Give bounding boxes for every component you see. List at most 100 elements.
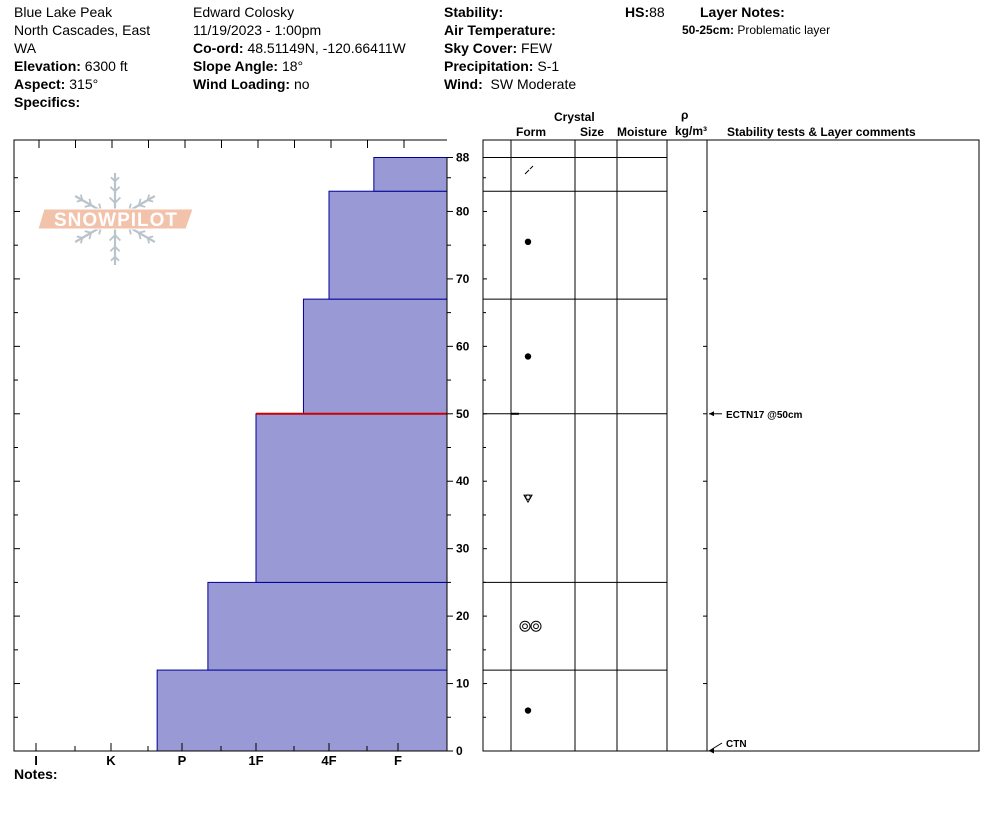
hardness-bar-0-12 <box>156 669 448 752</box>
elevation-row: Elevation: 6300 ft <box>14 57 128 75</box>
y-tick-label-30: 30 <box>456 542 470 556</box>
logo-flake-branch <box>88 198 92 206</box>
logo-flake-branch <box>79 237 84 244</box>
coord-label: Co-ord: <box>193 40 244 56</box>
hardness-bar-25-50 <box>255 413 448 583</box>
chart-marks: I K P 1F 4F F 0 10 20 30 40 50 60 70 80 88 ECTN17 @50cm C… <box>34 151 802 769</box>
logo-flake-branch <box>108 234 116 242</box>
hardness-bar-67-83 <box>328 190 448 300</box>
grain-melt-icon <box>519 620 531 632</box>
slope-label: Slope Angle: <box>193 58 279 74</box>
logo-flake-branch <box>114 256 120 262</box>
size-header: Size <box>580 125 605 139</box>
y-tick-label-20: 20 <box>456 609 470 623</box>
layer-note-text: Problematic layer <box>737 23 831 37</box>
stability-label: Stability: <box>444 4 504 20</box>
logo-flake-branch <box>76 199 83 203</box>
logo-flake-branch <box>146 237 151 244</box>
stability-test-label: ECTN17 @50cm <box>726 410 803 421</box>
coord-row: Co-ord: 48.51149N, -120.66411W <box>193 39 406 57</box>
logo-flake-branch <box>110 256 116 262</box>
logo-flake-branch <box>114 234 122 242</box>
hardness-frame <box>13 139 447 752</box>
x-tick-label-F: F <box>394 753 402 768</box>
logo-flake-branch <box>138 230 146 234</box>
y-tick-label-50: 50 <box>456 407 470 421</box>
wind-value: SW Moderate <box>490 76 577 92</box>
stability-test-label: CTN <box>726 739 747 750</box>
hs-label: HS: <box>625 4 650 20</box>
y-tick-label-60: 60 <box>456 339 470 353</box>
elevation-label: Elevation: <box>14 58 81 74</box>
grain-faceted-icon <box>523 494 533 504</box>
logo-flake-branch <box>109 245 116 252</box>
air-temp-label: Air Temperature: <box>444 22 556 38</box>
hardness-bar-12-25 <box>207 581 448 671</box>
hs-value: 88 <box>649 4 665 20</box>
x-tick-label-1F: 1F <box>248 753 263 768</box>
sky-row: Sky Cover: FEW <box>444 39 552 57</box>
slope-value: 18° <box>281 58 304 74</box>
logo-flake-branch <box>138 198 142 206</box>
grain-rounded-icon <box>524 353 532 360</box>
notes-label: Notes: <box>14 766 58 782</box>
form-header: Form <box>516 125 546 139</box>
rho-header: ρ <box>681 108 689 122</box>
logo-flake-branch <box>84 230 92 234</box>
hardness-bar-83-88 <box>373 157 448 192</box>
sky-label: Sky Cover: <box>444 40 518 56</box>
aspect-label: Aspect: <box>14 76 66 92</box>
y-tick-label-10: 10 <box>456 677 470 691</box>
hardness-bar-50-67 <box>302 298 448 415</box>
y-tick-label-40: 40 <box>456 474 470 488</box>
crystal-header: Crystal <box>554 110 595 124</box>
wind-loading-row: Wind Loading: no <box>193 75 310 93</box>
y-tick-label-0: 0 <box>456 744 463 758</box>
precip-value: S-1 <box>537 58 560 74</box>
logo-flake-branch <box>110 176 116 182</box>
grain-decomposing-icon <box>529 165 534 170</box>
grain-decomposing-icon <box>524 169 530 175</box>
coord-value: 48.51149N, -120.66411W <box>247 40 406 56</box>
logo-flake-branch <box>84 204 92 208</box>
wind-row: Wind: SW Moderate <box>444 75 576 93</box>
logo-flake-branch <box>114 176 120 182</box>
logo-flake-branch <box>147 235 154 239</box>
density-unit-header: kg/m³ <box>675 124 708 138</box>
y-tick-label-80: 80 <box>456 204 470 218</box>
elevation-value: 6300 ft <box>84 58 128 74</box>
logo-flake-branch <box>147 199 154 203</box>
grain-rounded-icon <box>524 238 532 246</box>
observer-name: Edward Colosky <box>193 4 295 20</box>
logo-flake-branch <box>114 196 122 204</box>
grain-faceted-icon <box>525 494 531 500</box>
x-tick-label-K: K <box>106 753 116 768</box>
observation-datetime: 11/19/2023 - 1:00pm <box>193 22 322 38</box>
precip-label: Precipitation: <box>444 58 534 74</box>
hs-row: HS:88 <box>625 3 665 21</box>
layer-note-range: 50-25cm: <box>682 23 735 37</box>
logo-banner <box>37 208 194 230</box>
logo-flake-branch <box>88 232 92 240</box>
grain-melt-icon <box>533 623 539 630</box>
logo-text: SNOWPILOT <box>54 210 178 231</box>
stability-arrow <box>708 742 723 752</box>
grain-rounded-icon <box>524 707 532 714</box>
logo-flake-branch <box>146 194 151 201</box>
specifics-label: Specifics: <box>14 94 81 110</box>
layer-note: 50-25cm: Problematic layer <box>682 23 830 37</box>
x-tick-label-4F: 4F <box>321 753 336 768</box>
sky-value: FEW <box>521 40 553 56</box>
logo-flake-branch <box>79 194 84 201</box>
precip-row: Precipitation: S-1 <box>444 57 559 75</box>
slope-row: Slope Angle: 18° <box>193 57 303 75</box>
logo-flake-branch <box>138 204 146 208</box>
y-tick-label-70: 70 <box>456 272 470 286</box>
range-name-line1: North Cascades, East <box>14 22 151 38</box>
location-name: Blue Lake Peak <box>14 4 113 20</box>
logo-flake-branch <box>109 186 116 193</box>
logo-flake-branch <box>114 186 121 193</box>
x-tick-label-P: P <box>178 753 187 768</box>
x-tick-label-I: I <box>34 753 38 768</box>
wind-loading-label: Wind Loading: <box>193 76 291 92</box>
